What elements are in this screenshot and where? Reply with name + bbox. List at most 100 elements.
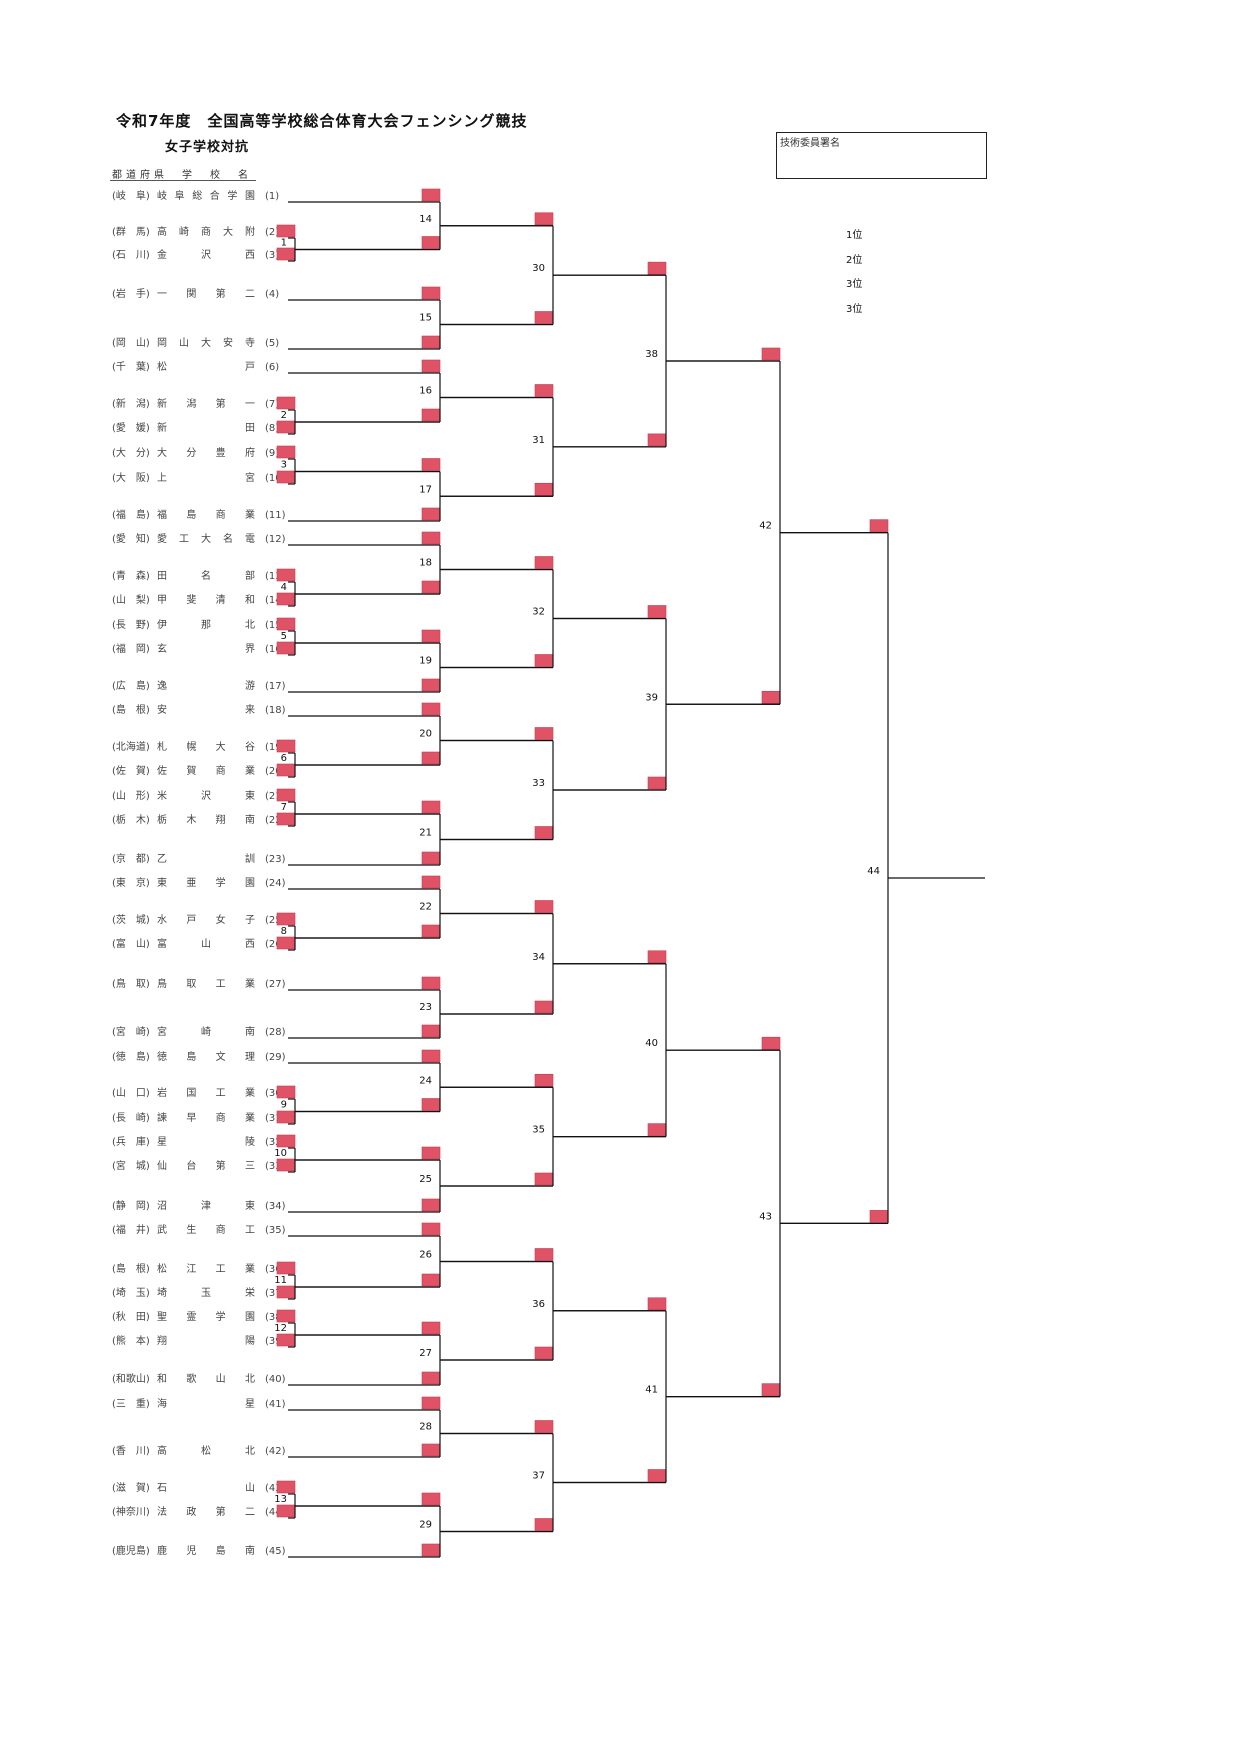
score-box: [421, 580, 441, 594]
team-row: (兵 庫) 星陵 (32): [112, 1136, 286, 1150]
score-box: [421, 236, 441, 249]
team-row: (島 根) 安来 (18): [112, 704, 286, 718]
score-box: [276, 470, 296, 484]
team-prefecture: (長 野): [112, 620, 150, 631]
score-box: [421, 702, 441, 716]
match-number: 37: [532, 1471, 545, 1482]
team-prefecture: (熊 本): [112, 1336, 150, 1347]
score-box: [647, 261, 667, 275]
team-seed: (42): [265, 1446, 286, 1457]
score-box: [421, 1222, 441, 1236]
team-row: (千 葉) 松戸 (6): [112, 361, 282, 375]
team-prefecture: (岐 阜): [112, 191, 150, 202]
team-school: 高松北: [157, 1446, 257, 1457]
team-school: 岐阜総合学園: [157, 191, 257, 202]
team-school: 和歌山北: [157, 1374, 257, 1385]
rank-third: 3位: [846, 279, 863, 290]
team-row: (山 梨) 甲斐清和 (14): [112, 594, 286, 608]
team-prefecture: (秋 田): [112, 1312, 150, 1323]
team-row: (熊 本) 翔陽 (39): [112, 1335, 286, 1349]
score-box: [276, 224, 296, 238]
score-box: [421, 875, 441, 889]
match-number: 34: [532, 952, 545, 963]
team-school: 富山西: [157, 939, 257, 950]
match-number: 41: [645, 1385, 658, 1396]
score-box: [421, 1396, 441, 1410]
score-box: [534, 556, 554, 569]
team-prefecture: (佐 賀): [112, 766, 150, 777]
team-row: (秋 田) 聖霊学園 (38): [112, 1311, 286, 1325]
match-number: 38: [645, 349, 658, 360]
score-box: [421, 751, 441, 765]
score-box: [534, 654, 554, 667]
team-prefecture: (千 葉): [112, 362, 150, 373]
score-box: [421, 1098, 441, 1111]
score-box: [534, 384, 554, 397]
score-box: [276, 396, 296, 410]
team-school: 栃木翔南: [157, 815, 257, 826]
team-seed: (20): [265, 766, 286, 777]
team-row: (宮 城) 仙台第三 (33): [112, 1160, 286, 1174]
score-box: [276, 1085, 296, 1099]
score-box: [421, 1443, 441, 1457]
team-seed: (13): [265, 571, 286, 582]
score-box: [276, 936, 296, 950]
team-school: 海星: [157, 1399, 257, 1410]
team-prefecture: (福 岡): [112, 644, 150, 655]
match-number: 9: [281, 1100, 287, 1111]
score-box: [421, 976, 441, 990]
match-number: 28: [419, 1422, 432, 1433]
team-school: 一関第二: [157, 289, 257, 300]
match-number: 40: [645, 1038, 658, 1049]
team-row: (茨 城) 水戸女子 (25): [112, 914, 286, 928]
team-school: 札幌大谷: [157, 742, 257, 753]
match-number: 7: [281, 802, 287, 813]
team-school: 新潟第一: [157, 399, 257, 410]
score-box: [534, 482, 554, 496]
team-seed: (31): [265, 1113, 286, 1124]
match-number: 36: [532, 1299, 545, 1310]
score-box: [534, 1073, 554, 1087]
match-number: 23: [419, 1002, 432, 1013]
team-prefecture: (兵 庫): [112, 1137, 150, 1148]
score-box: [647, 1297, 667, 1311]
rank-first: 1位: [846, 230, 863, 241]
team-school: 翔陽: [157, 1336, 257, 1347]
team-prefecture: (鹿児島): [112, 1546, 150, 1557]
team-row: (岩 手) 一関第二 (4): [112, 288, 282, 302]
team-row: (福 岡) 玄界 (16): [112, 643, 286, 657]
team-prefecture: (島 根): [112, 1264, 150, 1275]
score-box: [421, 359, 441, 373]
score-box: [534, 1172, 554, 1186]
team-school: 岩国工業: [157, 1088, 257, 1099]
team-row: (愛 知) 愛工大名電 (12): [112, 533, 286, 547]
match-number: 20: [419, 729, 432, 740]
team-row: (山 口) 岩国工業 (30): [112, 1087, 286, 1101]
team-seed: (6): [265, 362, 280, 373]
score-box: [276, 912, 296, 926]
team-prefecture: (茨 城): [112, 915, 150, 926]
team-prefecture: (埼 玉): [112, 1288, 150, 1299]
score-box: [421, 1492, 441, 1506]
score-box: [276, 1333, 296, 1347]
team-school: 米沢東: [157, 791, 257, 802]
team-school: 愛工大名電: [157, 534, 257, 545]
team-row: (富 山) 富山西 (26): [112, 938, 286, 952]
team-seed: (4): [265, 289, 280, 300]
team-school: 聖霊学園: [157, 1312, 257, 1323]
team-seed: (33): [265, 1161, 286, 1172]
score-box: [534, 826, 554, 839]
team-seed: (44): [265, 1507, 286, 1518]
team-row: (群 馬) 高崎商大附 (2): [112, 226, 282, 240]
team-row: (埼 玉) 埼玉栄 (37): [112, 1287, 286, 1301]
team-row: (北海道) 札幌大谷 (19): [112, 741, 286, 755]
team-prefecture: (静 岡): [112, 1201, 150, 1212]
team-seed: (26): [265, 939, 286, 950]
score-box: [276, 445, 296, 459]
team-seed: (15): [265, 620, 286, 631]
team-seed: (3): [265, 250, 280, 261]
team-row: (滋 賀) 石山 (43): [112, 1482, 286, 1496]
match-number: 21: [419, 828, 432, 839]
team-prefecture: (岡 山): [112, 338, 150, 349]
team-school: 仙台第三: [157, 1161, 257, 1172]
